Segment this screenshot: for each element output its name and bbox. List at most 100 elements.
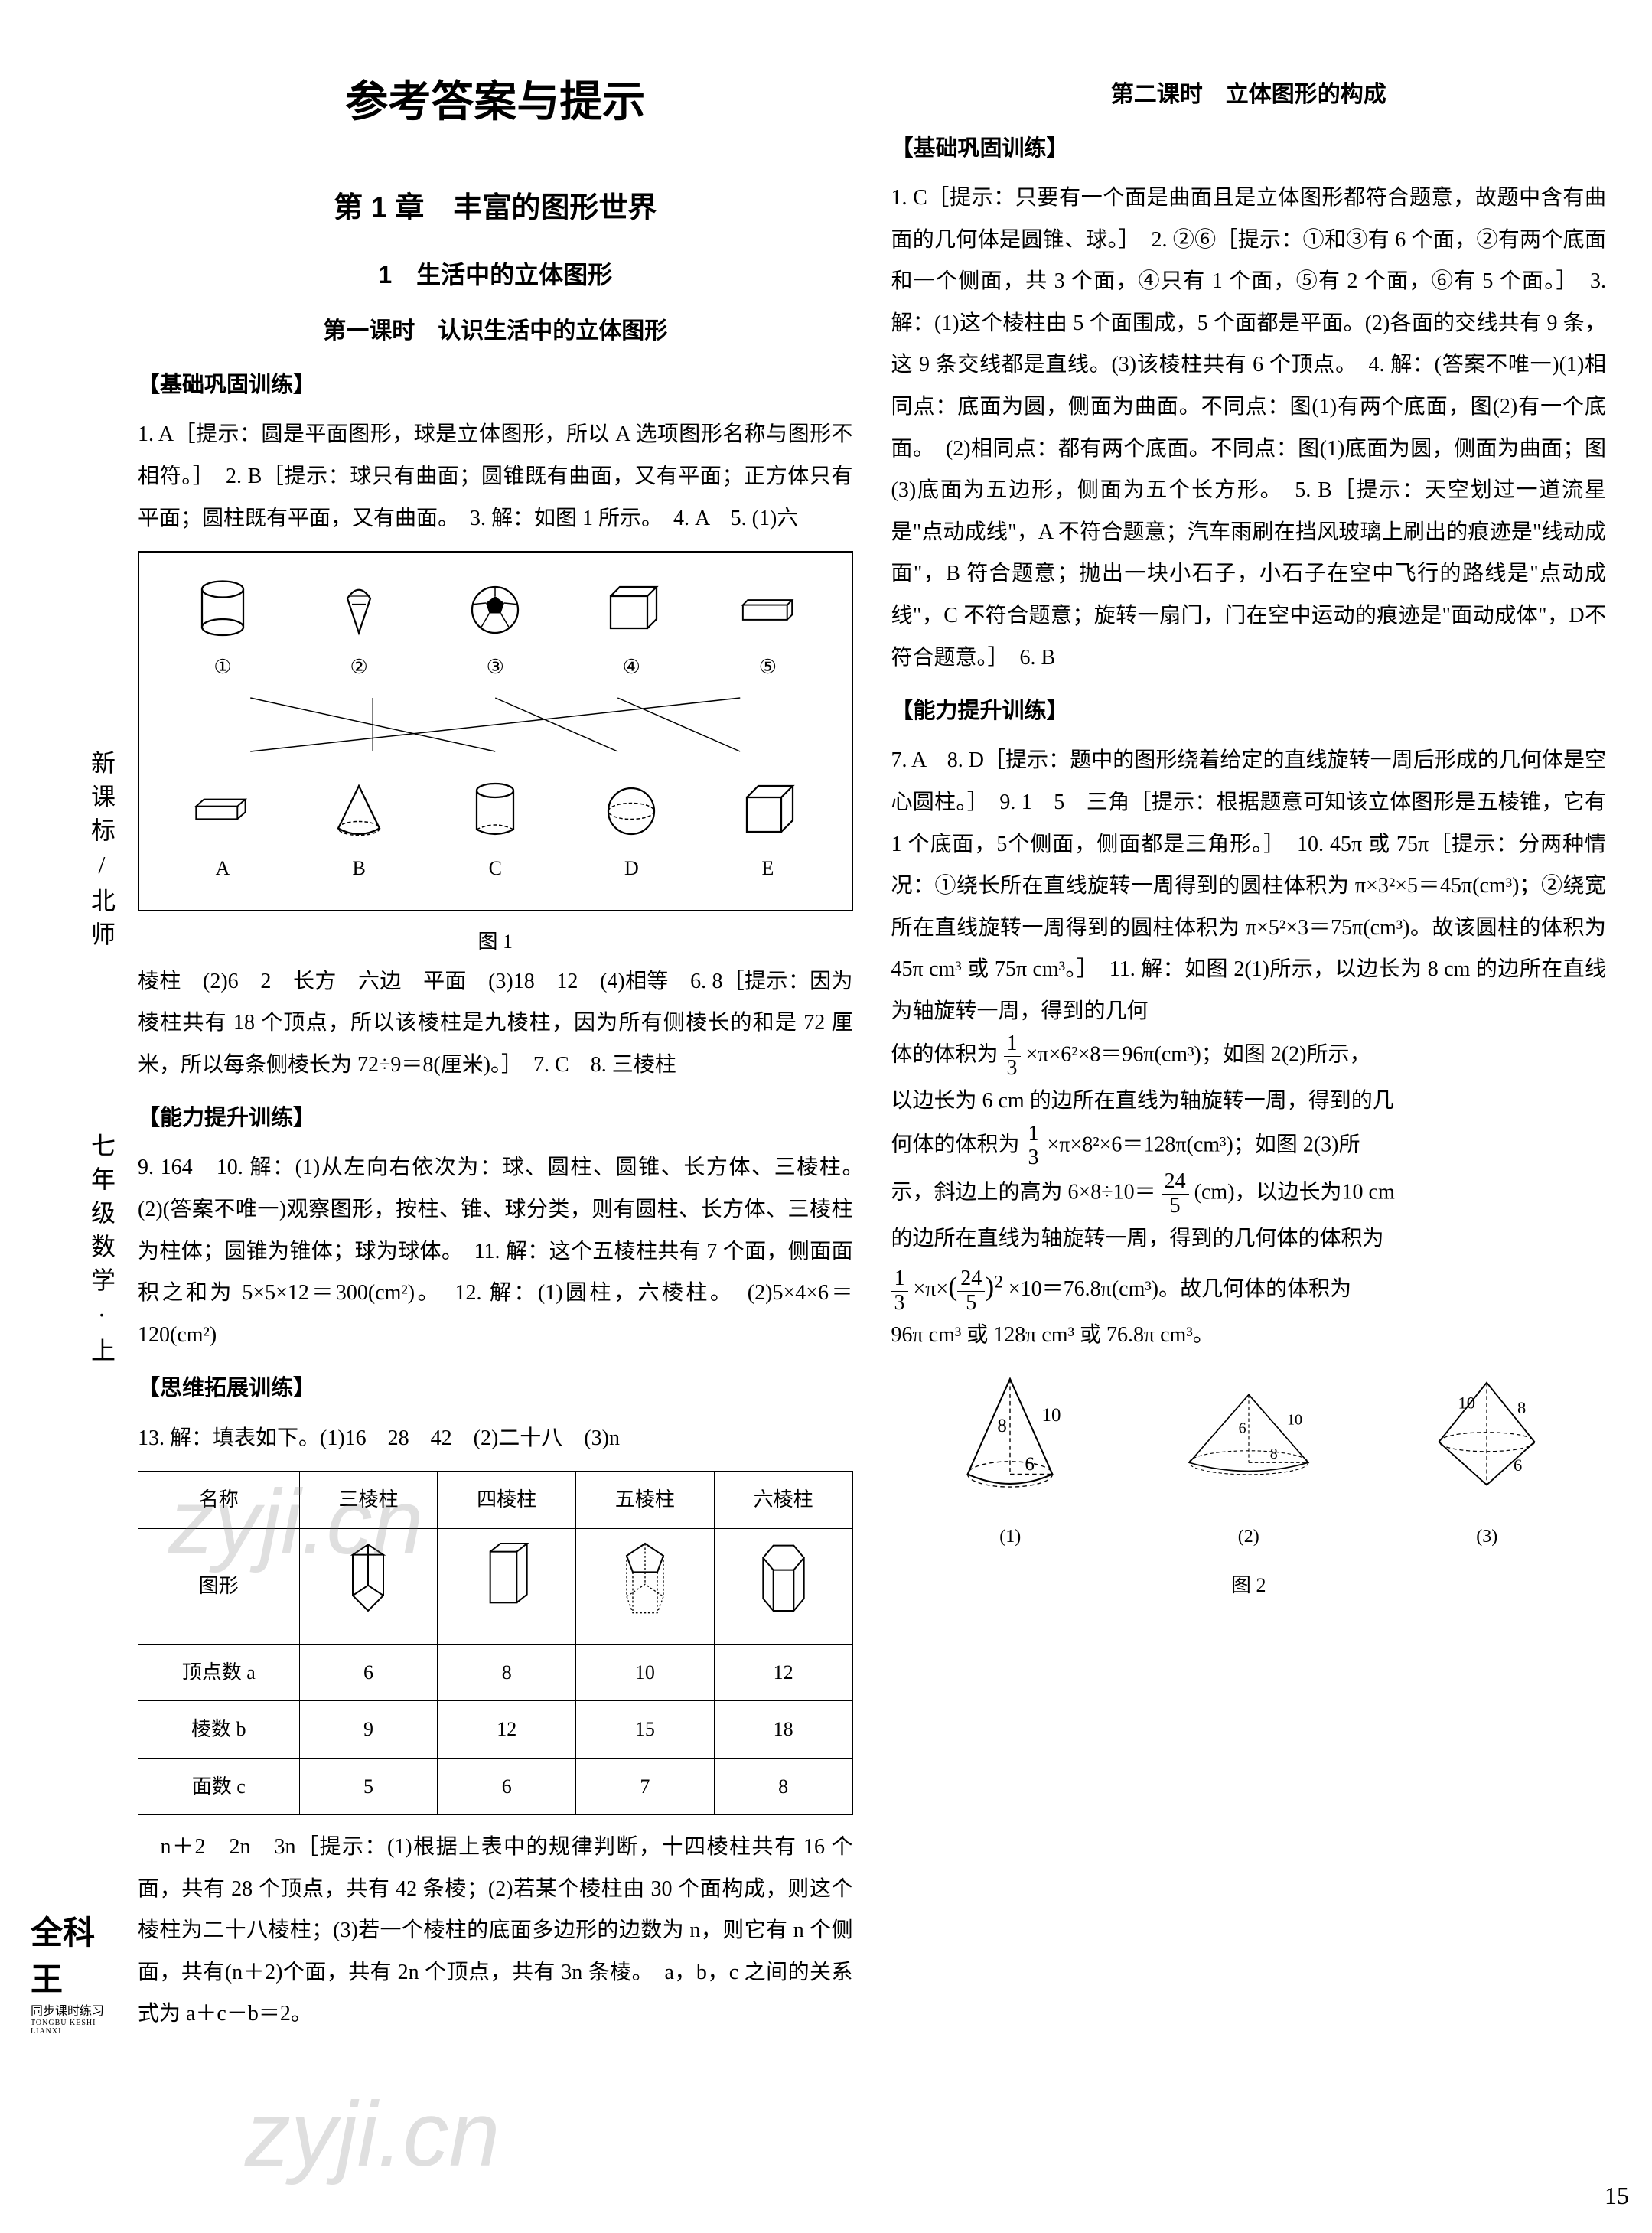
figure1-caption: 图 1 <box>138 923 853 960</box>
ice-cream-icon <box>324 575 393 644</box>
td-v-1: 6 <box>299 1644 438 1700</box>
shape-cuboid-a: A <box>188 777 257 887</box>
table-row-shapes: 图形 <box>138 1528 853 1644</box>
table-row-vertices: 顶点数 a 6 8 10 12 <box>138 1644 853 1700</box>
td-quad-prism <box>438 1528 576 1644</box>
cone2-s: 10 <box>1287 1411 1302 1428</box>
shape-cube-e: E <box>733 777 802 887</box>
th-penta: 五棱柱 <box>576 1472 715 1528</box>
shape-label-4: ④ <box>623 648 640 686</box>
penta-prism-icon <box>614 1538 676 1622</box>
shape-label-B: B <box>352 849 365 887</box>
cone3-b: 6 <box>1514 1456 1522 1475</box>
right-column: 第二课时 立体图形的构成 【基础巩固训练】 1. C［提示：只要有一个面是曲面且… <box>891 61 1607 2036</box>
l2-frac-line4: 1 3 ×π×( 24 5 )2 ×10＝76.8π(cm³)。故几何体的体积为 <box>891 1260 1607 1315</box>
shape-cone-top: ② <box>324 575 393 686</box>
shape-box-top: ④ <box>597 575 666 686</box>
frac-num3: 24 <box>1162 1170 1189 1195</box>
connection-lines <box>155 694 836 755</box>
cone3-s1: 8 <box>1517 1398 1526 1417</box>
td-tri-prism <box>299 1528 438 1644</box>
td-v-3: 10 <box>576 1644 715 1700</box>
shape-label-1: ① <box>213 648 231 686</box>
cone1-r: 6 <box>1025 1454 1035 1475</box>
page-number: 15 <box>1605 2182 1629 2210</box>
quad-prism-icon <box>476 1538 537 1622</box>
shape-label-5: ⑤ <box>759 648 777 686</box>
shape-cylinder-c: C <box>461 777 529 887</box>
lesson2-title: 第二课时 立体图形的构成 <box>891 73 1607 116</box>
shape-sphere-d: D <box>597 777 666 887</box>
l2-training2-body2: 以边长为 6 cm 的边所在直线为轴旋转一周，得到的几 <box>891 1081 1607 1123</box>
frac1-prefix: 体的体积为 <box>891 1043 999 1067</box>
frac3-prefix: 示，斜边上的高为 6×8÷10＝ <box>891 1181 1156 1205</box>
page-title: 参考答案与提示 <box>138 61 853 142</box>
cone-icon <box>324 777 393 846</box>
frac-den: 3 <box>1004 1057 1021 1081</box>
l2-training1-label: 【基础巩固训练】 <box>891 128 1607 170</box>
cone1-icon: 8 10 6 <box>934 1368 1087 1506</box>
l2-frac-line1: 体的体积为 1 3 ×π×6²×8＝96π(cm³)；如图 2(2)所示， <box>891 1032 1607 1081</box>
prism-table: 名称 三棱柱 四棱柱 五棱柱 六棱柱 图形 <box>138 1471 853 1815</box>
td-f-3: 7 <box>576 1758 715 1814</box>
lesson1-title: 第一课时 认识生活中的立体图形 <box>138 309 853 353</box>
shape-ball-top: ③ <box>461 575 529 686</box>
training3-label: 【思维拓展训练】 <box>138 1368 853 1410</box>
figure1-bottom-row: A B C <box>155 777 836 887</box>
frac-den3: 5 <box>1162 1195 1189 1218</box>
training1-label: 【基础巩固训练】 <box>138 364 853 406</box>
td-f-1: 5 <box>299 1758 438 1814</box>
cone2-icon: 6 10 8 <box>1172 1368 1325 1506</box>
cone3-s2: 10 <box>1458 1393 1476 1412</box>
sidebar-standard-label: 新课标/北师 <box>84 750 119 955</box>
cone-2: 6 10 8 (2) <box>1172 1368 1325 1555</box>
shape-label-A: A <box>216 849 230 887</box>
hexa-prism-icon <box>753 1538 814 1622</box>
td-e-1: 9 <box>299 1701 438 1758</box>
figure1-top-row: ① ② ③ <box>155 575 836 686</box>
frac4-suffix: ×10＝76.8π(cm³)。故几何体的体积为 <box>1008 1277 1351 1301</box>
td-hexa-prism <box>714 1528 852 1644</box>
cone2-h: 6 <box>1238 1420 1246 1436</box>
cone-3: 8 10 6 (3) <box>1410 1368 1563 1555</box>
figure2-caption: 图 2 <box>891 1566 1607 1604</box>
cone2-label: (2) <box>1172 1520 1325 1555</box>
td-v-label: 顶点数 a <box>138 1644 300 1700</box>
frac-num5: 24 <box>957 1267 985 1292</box>
cylinder-icon <box>188 575 257 644</box>
bicone-icon: 8 10 6 <box>1410 1368 1563 1506</box>
shape-label-2: ② <box>350 648 367 686</box>
shape-label-C: C <box>489 849 502 887</box>
cone1-s: 10 <box>1042 1405 1061 1426</box>
l2-training2-body4: 的边所在直线为轴旋转一周，得到的几何体的体积为 <box>891 1218 1607 1260</box>
table-row-edges: 棱数 b 9 12 15 18 <box>138 1701 853 1758</box>
cube-icon <box>733 777 802 846</box>
training2-label: 【能力提升训练】 <box>138 1097 853 1139</box>
section-title: 1 生活中的立体图形 <box>138 252 853 298</box>
table-row-faces: 面数 c 5 6 7 8 <box>138 1758 853 1814</box>
cone1-h: 8 <box>998 1416 1007 1436</box>
sidebar-subject-label: 七年级数学·上 <box>84 1133 119 1371</box>
td-e-2: 12 <box>438 1701 576 1758</box>
frac2-prefix: 何体的体积为 <box>891 1133 1020 1156</box>
td-e-label: 棱数 b <box>138 1701 300 1758</box>
sphere-icon <box>597 777 666 846</box>
left-column: 参考答案与提示 第 1 章 丰富的图形世界 1 生活中的立体图形 第一课时 认识… <box>138 61 853 2036</box>
l2-training2-body: 7. A 8. D［提示：题中的图形绕着给定的直线旋转一周后形成的几何体是空心圆… <box>891 740 1607 1032</box>
td-shape-label: 图形 <box>138 1528 300 1644</box>
cylinder2-icon <box>461 777 529 846</box>
training1-body2: 棱柱 (2)6 2 长方 六边 平面 (3)18 12 (4)相等 6. 8［提… <box>138 961 853 1087</box>
frac-den2: 3 <box>1025 1146 1042 1170</box>
l2-frac-line2: 何体的体积为 1 3 ×π×8²×6＝128π(cm³)；如图 2(3)所 <box>891 1123 1607 1171</box>
main-content: 参考答案与提示 第 1 章 丰富的图形世界 1 生活中的立体图形 第一课时 认识… <box>138 61 1606 2036</box>
soccer-ball-icon <box>461 575 529 644</box>
cone-1: 8 10 6 (1) <box>934 1368 1087 1555</box>
td-v-4: 12 <box>714 1644 852 1700</box>
cone3-label: (3) <box>1410 1520 1563 1555</box>
td-e-4: 18 <box>714 1701 852 1758</box>
td-penta-prism <box>576 1528 715 1644</box>
training2-body: 9. 164 10. 解：(1)从左向右依次为：球、圆柱、圆锥、长方体、三棱柱。… <box>138 1147 853 1356</box>
shape-cylinder-top: ① <box>188 575 257 686</box>
frac-den4: 3 <box>891 1292 908 1315</box>
shape-cuboid-top: ⑤ <box>733 575 802 686</box>
